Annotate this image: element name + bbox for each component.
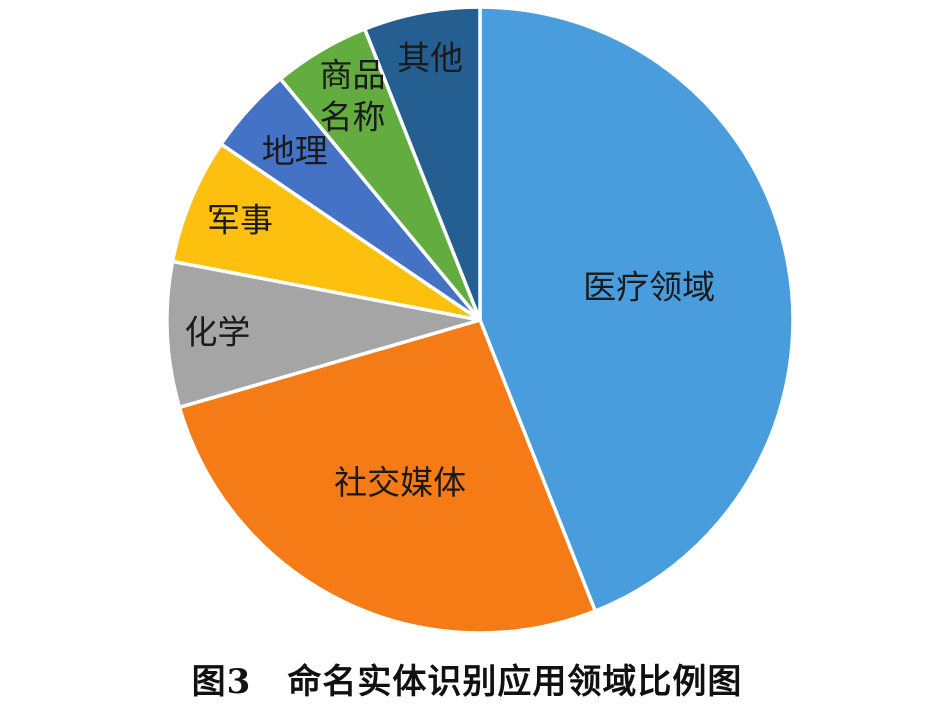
- figure-number: 图3: [191, 662, 252, 702]
- pie-slice-3: [170, 142, 482, 322]
- slice-label-1: 社交媒体: [334, 463, 466, 502]
- slice-label-3: 军事: [207, 201, 273, 240]
- slice-label-0: 医疗领域: [583, 268, 715, 307]
- pie-slices: [165, 5, 795, 635]
- figure-title: 命名实体识别应用领域比例图: [287, 662, 743, 702]
- pie-slice-0: [478, 5, 795, 613]
- slice-label-5: 商品名称: [320, 56, 386, 137]
- slice-label-2: 化学: [184, 312, 250, 351]
- slice-label-4: 地理: [262, 132, 328, 171]
- pie-slice-6: [363, 5, 482, 322]
- slice-label-6: 其他: [397, 39, 463, 78]
- pie-slice-2: [165, 259, 482, 410]
- figure-caption: 图3 命名实体识别应用领域比例图: [0, 654, 934, 703]
- pie-slice-1: [177, 318, 597, 635]
